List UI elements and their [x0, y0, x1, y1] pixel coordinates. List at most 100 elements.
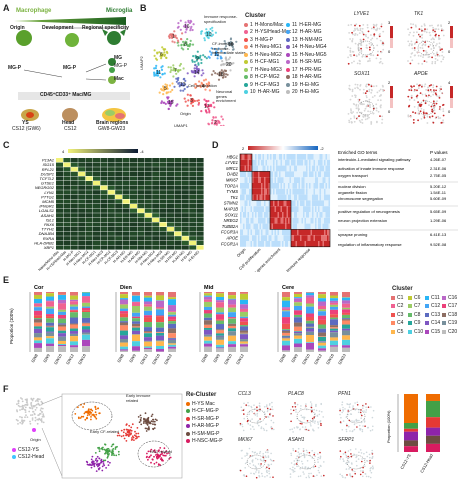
- go-term: neuron projection extension: [338, 218, 387, 223]
- gene-map-f-point: [362, 475, 364, 478]
- gene-map-f-point: [313, 452, 316, 454]
- heatmap-d-cell: [328, 223, 331, 230]
- gene-map-f-point: [320, 475, 323, 477]
- umap-point-20: [224, 56, 227, 59]
- gene-map-f-point: [347, 450, 350, 452]
- stacked-bar-segment: [228, 317, 236, 319]
- umap-point-9: [205, 57, 208, 60]
- gene-map-point: [359, 60, 361, 63]
- heatmap-d-cell: [322, 241, 325, 247]
- gene-map-f-point: [358, 424, 361, 427]
- heatmap-c-cell: [130, 231, 137, 236]
- overview-point: [19, 421, 22, 424]
- umap-point-18: [222, 70, 225, 73]
- gene-map-f-point: [263, 429, 266, 431]
- gene-map-f-point: [303, 456, 306, 459]
- heatmap-d-cell: [255, 212, 257, 218]
- heatmap-c-cell: [167, 236, 174, 241]
- gene-map-point: [439, 47, 442, 50]
- heatmap-d-cell: [259, 194, 262, 201]
- recluster-point: [88, 408, 90, 410]
- cluster-name: H-SR-MG: [299, 59, 322, 66]
- gene-map-point: [376, 91, 379, 94]
- umap-point-2: [219, 124, 223, 126]
- heatmap-d-cell: [324, 183, 326, 189]
- gene-map-f-point: [371, 429, 374, 431]
- recluster-point: [155, 461, 158, 464]
- heatmap-d-cell: [300, 194, 302, 201]
- heatmap-d-cell: [279, 212, 281, 218]
- stacked-bar-segment: [216, 329, 224, 331]
- recluster-point: [145, 422, 148, 425]
- heatmap-d-cell: [301, 206, 304, 212]
- gene-map-f-point: [323, 474, 325, 477]
- cluster-legend-e-item: C5: [391, 328, 408, 336]
- umap-point-14: [195, 65, 198, 68]
- gene-map-point: [429, 95, 432, 98]
- stacked-bar-segment: [216, 314, 224, 320]
- heatmap-d-cell: [292, 206, 295, 212]
- heatmap-d-cell: [256, 217, 259, 224]
- early-immune-outline: [71, 401, 113, 431]
- heatmap-d-cell: [291, 194, 293, 201]
- heatmap-d-cell: [297, 194, 299, 201]
- heatmap-d-cell: [298, 241, 301, 247]
- gene-map-f-point: [306, 420, 309, 422]
- heatmap-d-cell: [262, 154, 265, 160]
- umap-point-16: [182, 25, 186, 28]
- umap-point-19: [224, 45, 228, 48]
- heatmap-d-cell: [328, 235, 331, 241]
- gene-map-f-point: [317, 453, 319, 455]
- heatmap-d-cell: [261, 188, 263, 195]
- head-icon: [62, 108, 78, 122]
- heatmap-c-cell: [159, 181, 167, 186]
- stacked-bar-segment: [70, 299, 78, 302]
- recluster-point: [149, 450, 152, 453]
- stacked-bar-segment: [144, 292, 152, 296]
- gene-map-point: [353, 120, 356, 123]
- heatmap-d-cell: [316, 206, 319, 212]
- gene-map-f-point: [253, 451, 256, 454]
- umap-cluster-number-16: 16: [184, 24, 190, 30]
- recluster-point: [150, 415, 153, 418]
- heatmap-d-cell: [304, 183, 307, 189]
- heatmap-c-cell: [56, 199, 63, 204]
- gene-map-point: [422, 109, 425, 111]
- umap-point-2: [220, 115, 223, 118]
- heatmap-d-cell: [243, 183, 245, 189]
- umap-cluster-number-5: 5: [164, 86, 167, 92]
- gene-map-point: [410, 40, 413, 43]
- umap-point-10: [211, 29, 214, 32]
- heatmap-c-cell: [122, 204, 130, 209]
- umap-point-18: [224, 75, 227, 78]
- heatmap-d-cell: [324, 229, 326, 236]
- marker-bar: [18, 92, 130, 100]
- heatmap-d-cell: [301, 194, 304, 201]
- stacked-bar-segment: [294, 305, 302, 311]
- heatmap-d-cell: [256, 200, 259, 207]
- regional-label: Regional specificity: [82, 25, 129, 31]
- heatmap-d-cell: [277, 183, 280, 189]
- umap-point-12: [223, 51, 226, 55]
- gene-map-point: [440, 25, 443, 28]
- heatmap-d-cell: [309, 194, 311, 201]
- heatmap-c-cell: [189, 194, 197, 199]
- heatmap-d-cell: [252, 194, 254, 201]
- heatmap-d-cell: [262, 235, 265, 241]
- heatmap-d-cell: [277, 171, 280, 178]
- heatmap-d-cell: [241, 159, 244, 166]
- heatmap-d-cell: [255, 154, 257, 160]
- heatmap-d-cell: [307, 177, 310, 183]
- heatmap-c-cell: [159, 236, 167, 241]
- heatmap-c-cell: [56, 194, 63, 199]
- stacked-bar-segment: [144, 301, 152, 305]
- stacked-bar-segment: [282, 311, 290, 318]
- gene-map-point: [378, 27, 381, 30]
- heatmap-d-cell: [303, 212, 305, 218]
- gene-map-point: [379, 60, 382, 63]
- gene-map-f-point: [312, 475, 315, 477]
- gene-map-point: [431, 62, 434, 65]
- heatmap-d-gene-label: TYMS: [226, 189, 238, 194]
- gene-map-point: [382, 85, 384, 88]
- umap-point-13: [176, 78, 180, 82]
